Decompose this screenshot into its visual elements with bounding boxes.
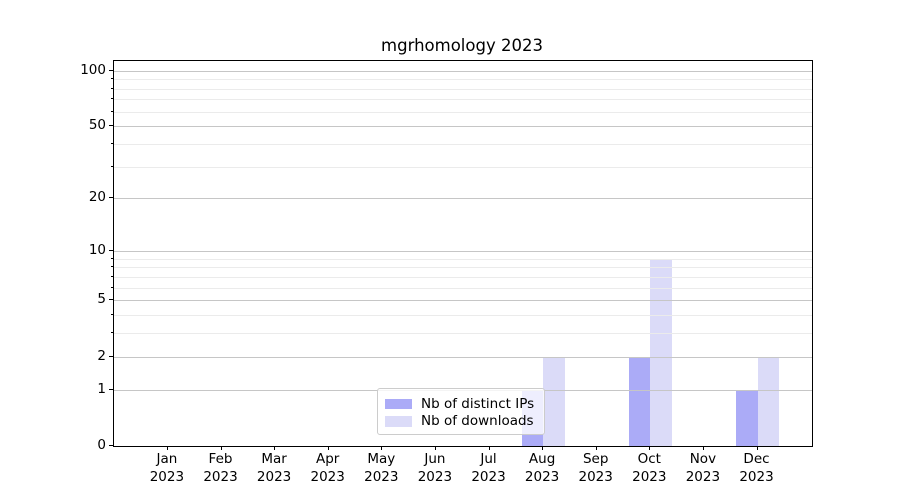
x-tick-mark — [274, 446, 276, 450]
y-tick-mark — [109, 445, 113, 446]
y-tick-label-50: 50 — [88, 117, 106, 134]
x-tick-label-nov: Nov 2023 — [685, 451, 721, 485]
minor-gridline — [114, 79, 812, 81]
x-tick-mark — [702, 446, 704, 450]
y-minor-tick-mark — [110, 257, 113, 259]
minor-gridline — [114, 258, 812, 260]
x-tick-mark — [166, 446, 168, 450]
minor-gridline — [114, 143, 812, 145]
legend-row: Nb of distinct IPs — [378, 395, 544, 413]
y-tick-label-1: 1 — [97, 380, 106, 397]
major-gridline — [114, 356, 812, 358]
y-tick-label-100: 100 — [80, 61, 106, 78]
x-tick-label-aug: Aug 2023 — [524, 451, 560, 485]
y-tick-label-10: 10 — [88, 241, 106, 258]
x-tick-label-dec: Dec 2023 — [739, 451, 774, 485]
bar-oct-distinct-ips — [628, 356, 651, 446]
y-tick-mark — [109, 69, 113, 71]
y-minor-tick-mark — [110, 275, 113, 277]
x-tick-mark — [488, 446, 490, 450]
x-tick-mark — [381, 446, 383, 450]
x-tick-mark — [542, 446, 544, 450]
x-tick-label-jun: Jun 2023 — [417, 451, 453, 485]
legend-swatch-downloads — [385, 416, 412, 427]
x-tick-label-oct: Oct 2023 — [632, 451, 667, 485]
y-minor-tick-mark — [110, 78, 113, 80]
major-gridline — [114, 250, 812, 252]
legend-swatch-distinct-ips — [385, 398, 412, 409]
x-tick-label-sep: Sep 2023 — [578, 451, 613, 485]
chart-title: mgrhomology 2023 — [381, 36, 543, 55]
x-tick-label-jul: Jul 2023 — [471, 451, 506, 485]
minor-gridline — [114, 287, 812, 289]
x-tick-label-apr: Apr 2023 — [310, 451, 345, 485]
major-gridline — [114, 126, 812, 128]
x-tick-mark — [595, 446, 597, 450]
plot-area — [113, 60, 813, 447]
minor-gridline — [114, 166, 812, 168]
x-tick-mark — [649, 446, 651, 450]
y-tick-mark — [109, 249, 113, 251]
y-tick-label-0: 0 — [97, 437, 106, 453]
legend-row: Nb of downloads — [378, 413, 544, 431]
x-tick-mark — [327, 446, 329, 450]
x-tick-label-mar: Mar 2023 — [256, 451, 292, 485]
y-tick-label-2: 2 — [97, 347, 106, 364]
legend: Nb of distinct IPs Nb of downloads — [377, 388, 545, 435]
minor-gridline — [114, 333, 812, 335]
bar-aug-downloads — [543, 356, 565, 446]
bar-dec-downloads — [757, 356, 779, 446]
y-tick-mark — [109, 355, 113, 357]
bar-oct-downloads — [650, 258, 672, 446]
y-tick-label-20: 20 — [88, 189, 106, 206]
y-minor-tick-mark — [110, 98, 113, 100]
bar-dec-distinct-ips — [736, 389, 758, 446]
y-minor-tick-mark — [110, 286, 113, 288]
y-minor-tick-mark — [110, 142, 113, 144]
y-minor-tick-mark — [110, 332, 113, 334]
legend-label-distinct-ips: Nb of distinct IPs — [421, 395, 535, 412]
minor-gridline — [114, 267, 812, 269]
major-gridline — [114, 198, 812, 200]
minor-gridline — [114, 111, 812, 113]
minor-gridline — [114, 276, 812, 278]
x-tick-label-may: May 2023 — [364, 451, 399, 485]
minor-gridline — [114, 99, 812, 101]
y-tick-mark — [109, 125, 113, 127]
x-tick-mark — [434, 446, 436, 450]
y-minor-tick-mark — [110, 266, 113, 268]
y-minor-tick-mark — [110, 314, 113, 316]
minor-gridline — [114, 315, 812, 317]
y-tick-mark — [109, 388, 113, 390]
y-tick-mark — [109, 299, 113, 301]
major-gridline — [114, 70, 812, 72]
major-gridline — [114, 300, 812, 302]
y-minor-tick-mark — [110, 87, 113, 89]
minor-gridline — [114, 88, 812, 90]
y-tick-label-5: 5 — [97, 291, 106, 308]
y-tick-mark — [109, 197, 113, 199]
x-tick-mark — [220, 446, 222, 450]
x-tick-mark — [756, 446, 758, 450]
y-minor-tick-mark — [110, 110, 113, 112]
x-tick-label-feb: Feb 2023 — [203, 451, 238, 485]
y-minor-tick-mark — [110, 165, 113, 167]
x-tick-label-jan: Jan 2023 — [149, 451, 185, 485]
legend-label-downloads: Nb of downloads — [421, 413, 534, 430]
